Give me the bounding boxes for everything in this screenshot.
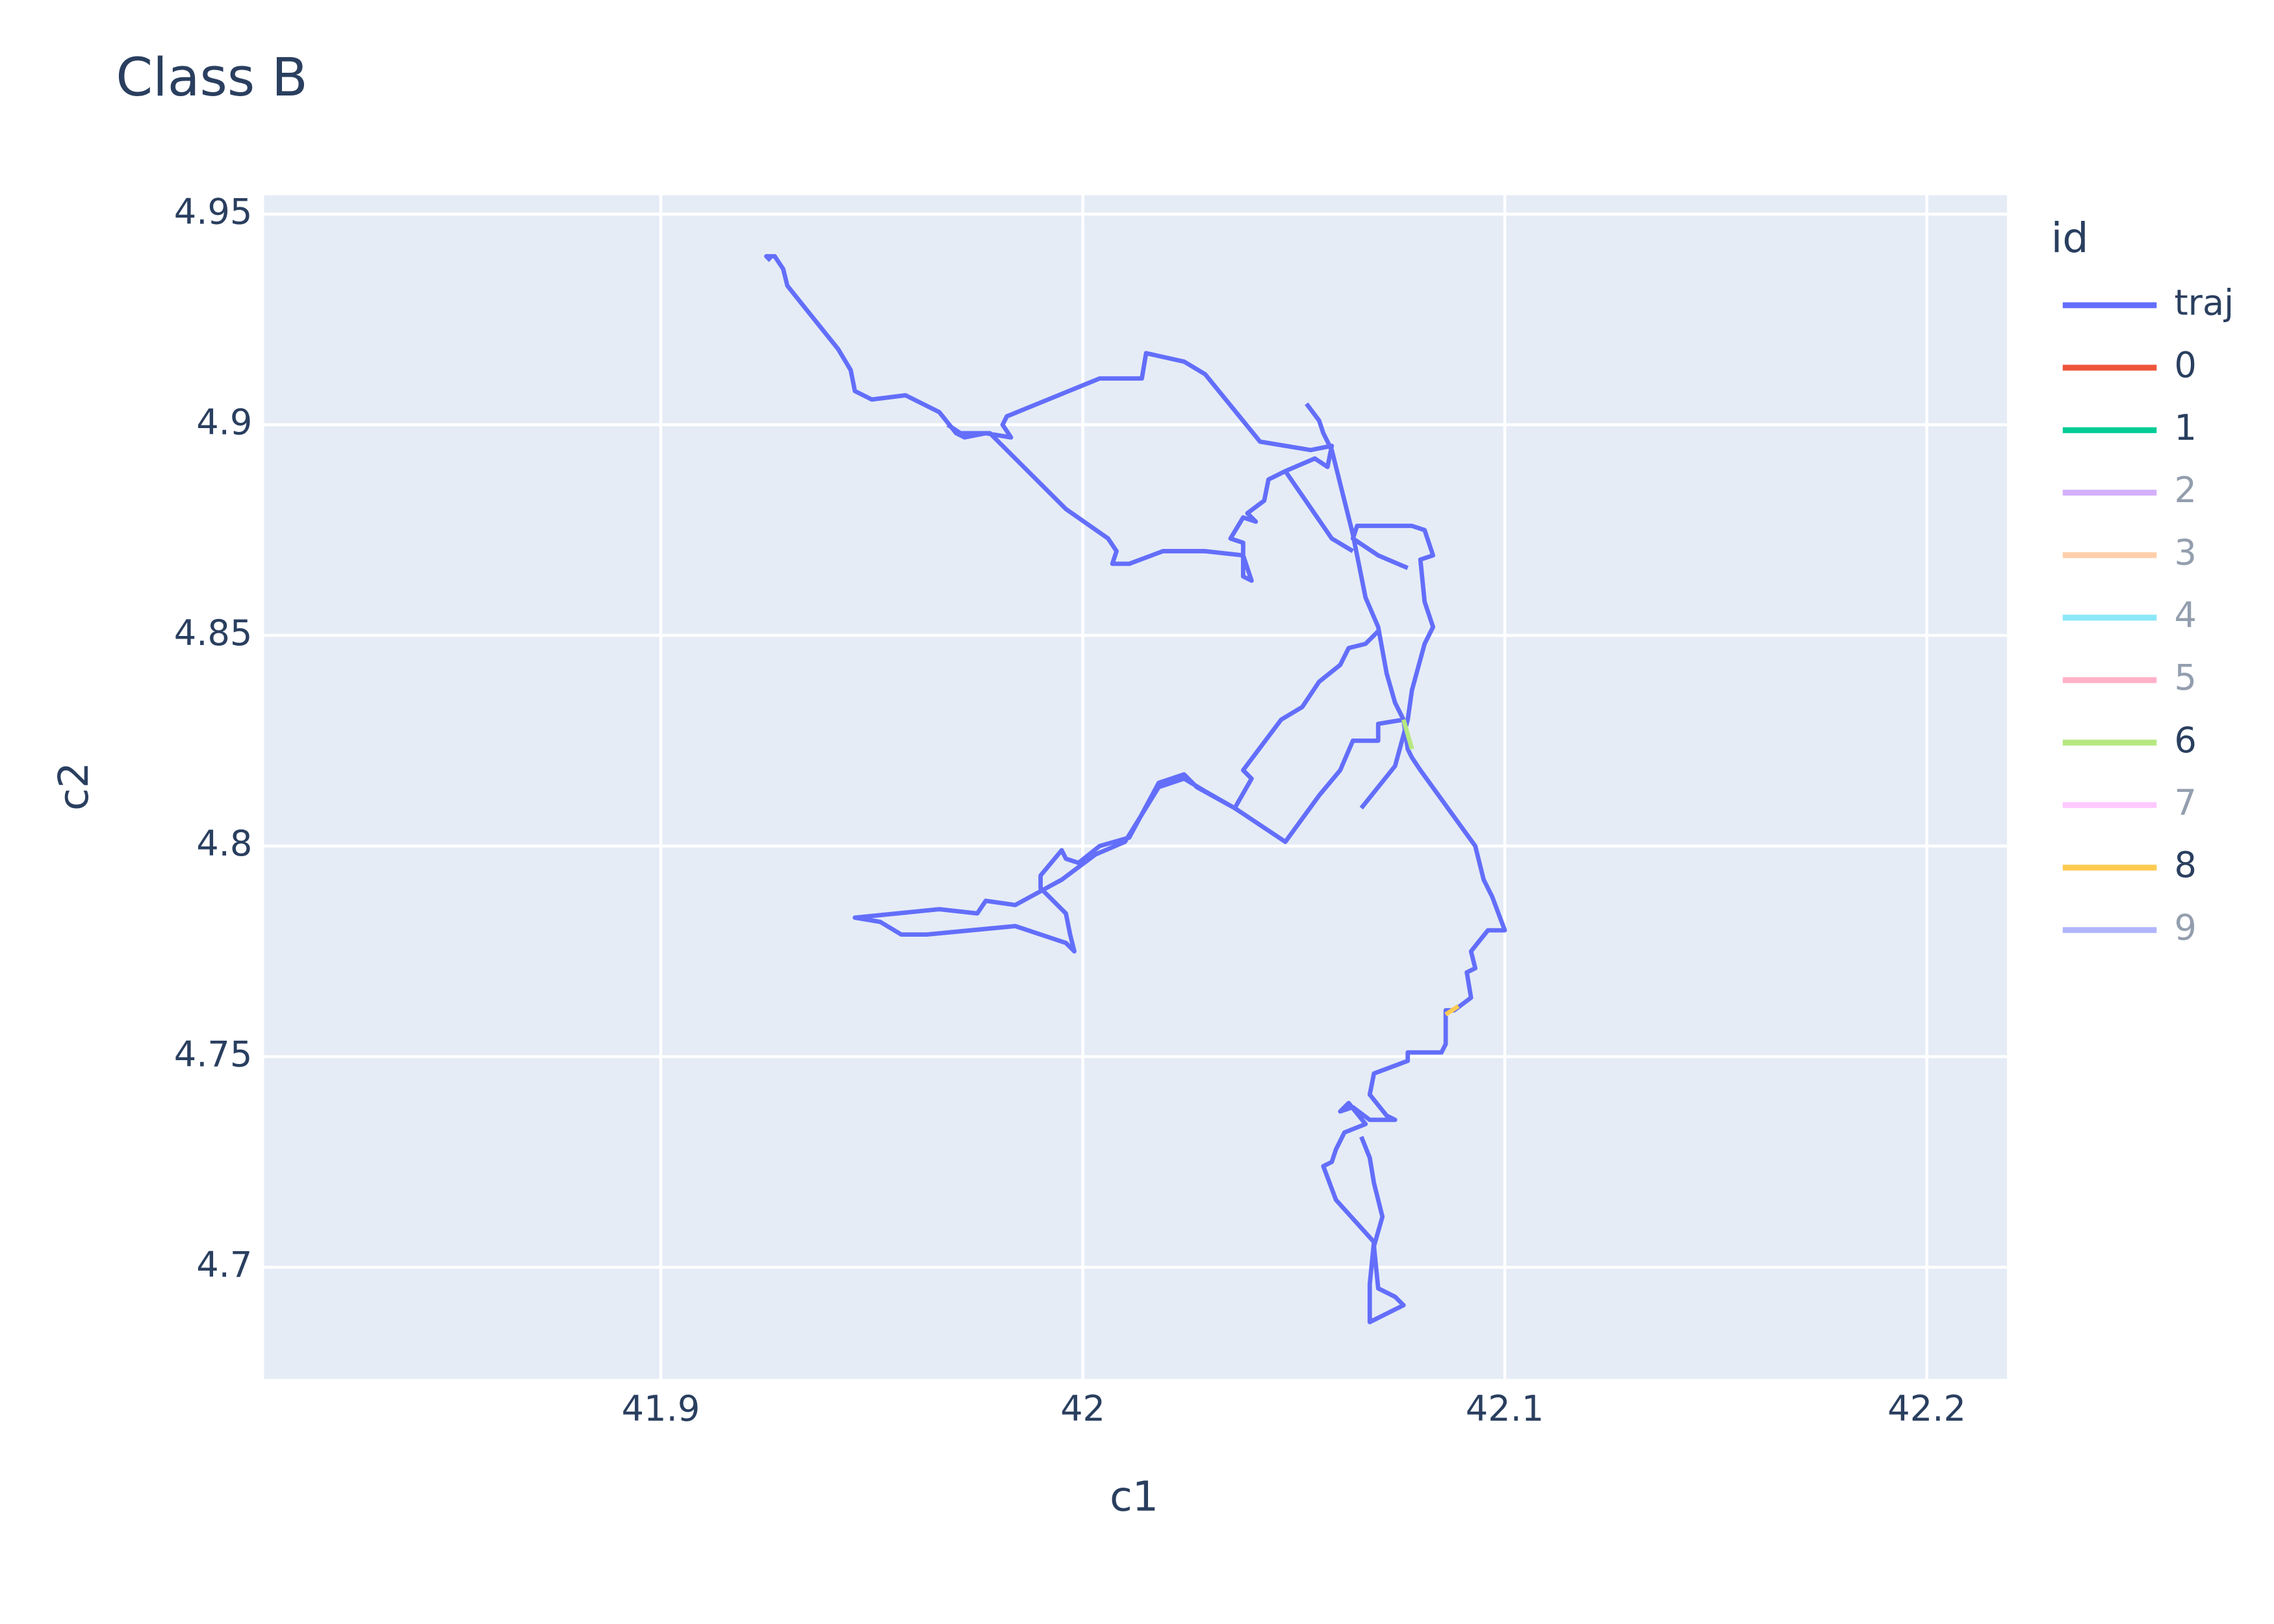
legend-label: 8	[2174, 844, 2196, 885]
legend-label: 6	[2174, 720, 2196, 761]
x-tick-label: 41.9	[622, 1388, 700, 1429]
legend-item[interactable]: traj	[2062, 282, 2234, 323]
legend-label: traj	[2174, 282, 2234, 323]
plot-area	[264, 195, 2008, 1379]
legend-label: 9	[2174, 907, 2196, 948]
legend-item[interactable]: 9	[2062, 907, 2197, 948]
y-tick-label: 4.7	[196, 1245, 252, 1286]
legend-item[interactable]: 8	[2062, 844, 2197, 885]
x-tick-label: 42.1	[1466, 1388, 1544, 1429]
legend-label: 7	[2174, 782, 2196, 823]
y-tick-label: 4.85	[174, 613, 253, 653]
y-tick-label: 4.95	[174, 191, 253, 232]
grid: 41.9 42 42.1 42.2 4.7 4.75 4.8 4.85 4.9 4.95	[174, 191, 2008, 1429]
legend-item[interactable]: 1	[2062, 407, 2197, 448]
series-line	[1444, 1004, 1460, 1017]
y-tick-label: 4.9	[196, 402, 252, 443]
legend-label: 3	[2174, 532, 2196, 573]
legend-item[interactable]: 3	[2062, 532, 2197, 573]
x-tick-label: 42	[1060, 1388, 1105, 1429]
legend-item[interactable]: 2	[2062, 470, 2197, 511]
x-axis-label: c1	[1110, 1472, 1158, 1520]
legend-item[interactable]: 7	[2062, 782, 2197, 823]
legend-label: 0	[2174, 345, 2196, 386]
legend-item[interactable]: 0	[2062, 345, 2197, 386]
legend-label: 4	[2174, 594, 2196, 635]
x-tick-label: 42.2	[1887, 1388, 1966, 1429]
marks	[764, 254, 1507, 1325]
legend-item[interactable]: 6	[2062, 720, 2197, 761]
y-tick-label: 4.75	[174, 1034, 253, 1074]
series-line	[764, 254, 1507, 1325]
legend-label: 1	[2174, 407, 2196, 448]
legend: traj 0 1 2 3 4 5 6 7 8 9	[2062, 282, 2234, 948]
chart-title: Class B	[116, 47, 307, 108]
legend-item[interactable]: 5	[2062, 657, 2197, 698]
y-tick-label: 4.8	[196, 823, 252, 864]
legend-title: id	[2051, 214, 2089, 262]
legend-label: 5	[2174, 657, 2196, 698]
legend-item[interactable]: 4	[2062, 594, 2197, 635]
series-line	[1401, 718, 1414, 750]
y-axis-label: c2	[49, 762, 97, 811]
legend-label: 2	[2174, 470, 2196, 511]
